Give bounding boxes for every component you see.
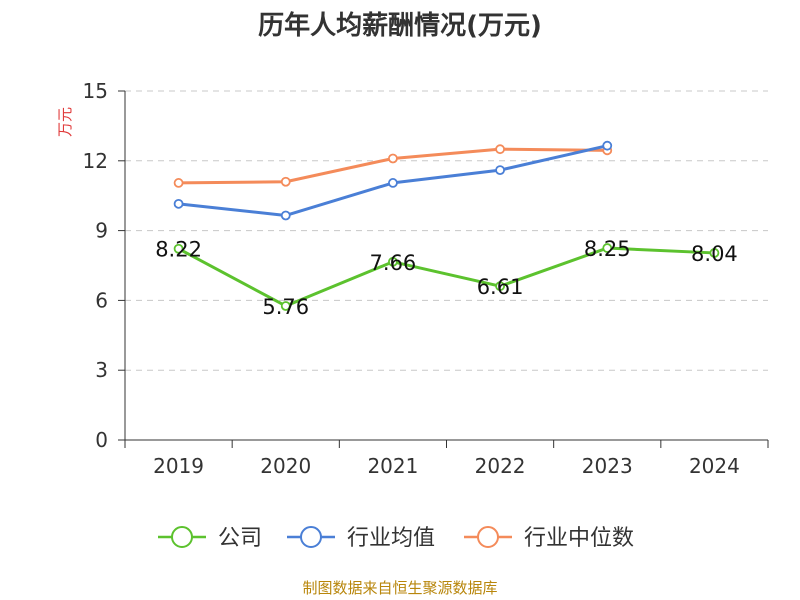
data-point bbox=[280, 301, 291, 311]
legend-marker bbox=[300, 526, 322, 548]
y-tick-labels: 0 3 6 9 12 15 bbox=[83, 79, 108, 452]
data-point bbox=[173, 243, 184, 254]
series-line-0 bbox=[177, 246, 715, 308]
x-tick-label: 2022 bbox=[475, 454, 526, 478]
x-tick-label: 2021 bbox=[367, 454, 418, 478]
data-point bbox=[709, 248, 720, 258]
source-note: 制图数据来自恒生聚源数据库 bbox=[302, 579, 497, 597]
data-point bbox=[280, 176, 291, 187]
legend-marker bbox=[171, 526, 193, 548]
legend-label: 行业中位数 bbox=[524, 526, 634, 551]
legend: 公司 行业均值 行业中位数 bbox=[158, 526, 634, 551]
data-point bbox=[495, 165, 505, 176]
y-axis-label: 万元 bbox=[56, 107, 74, 137]
y-tick-label: 9 bbox=[95, 219, 108, 243]
data-label: 6.61 bbox=[477, 275, 524, 299]
series-lines bbox=[173, 140, 720, 311]
data-label: 8.25 bbox=[584, 237, 631, 261]
data-point bbox=[602, 243, 613, 253]
chart-title: 历年人均薪酬情况(万元) bbox=[258, 10, 542, 41]
x-tick-label: 2024 bbox=[689, 454, 740, 478]
data-label: 8.04 bbox=[691, 242, 738, 266]
data-point bbox=[602, 140, 613, 151]
gridlines bbox=[125, 90, 768, 371]
y-tick-label: 15 bbox=[83, 79, 108, 103]
axes bbox=[118, 90, 769, 448]
data-point bbox=[388, 178, 398, 188]
legend-label: 行业均值 bbox=[347, 526, 435, 551]
data-point bbox=[495, 144, 505, 155]
data-labels: 8.22 5.76 7.66 6.61 8.25 8.04 bbox=[155, 237, 738, 319]
x-tick-label: 2023 bbox=[582, 454, 633, 478]
data-point bbox=[495, 281, 505, 292]
y-tick-label: 6 bbox=[95, 288, 108, 312]
data-label: 7.66 bbox=[370, 251, 417, 275]
y-tick-label: 12 bbox=[83, 149, 108, 173]
data-point bbox=[173, 178, 184, 188]
y-tick-label: 0 bbox=[95, 428, 108, 452]
data-label: 5.76 bbox=[262, 295, 309, 319]
x-tick-label: 2019 bbox=[153, 454, 204, 478]
legend-marker bbox=[477, 526, 499, 548]
data-point bbox=[388, 153, 398, 164]
data-point bbox=[280, 210, 291, 221]
data-label: 8.22 bbox=[155, 238, 202, 262]
y-tick-label: 3 bbox=[95, 358, 108, 382]
legend-label: 公司 bbox=[218, 526, 262, 551]
x-tick-label: 2020 bbox=[260, 454, 311, 478]
data-point bbox=[173, 198, 184, 209]
data-point bbox=[388, 256, 398, 267]
x-tick-labels: 2019 2020 2021 2022 2023 2024 bbox=[153, 454, 740, 478]
